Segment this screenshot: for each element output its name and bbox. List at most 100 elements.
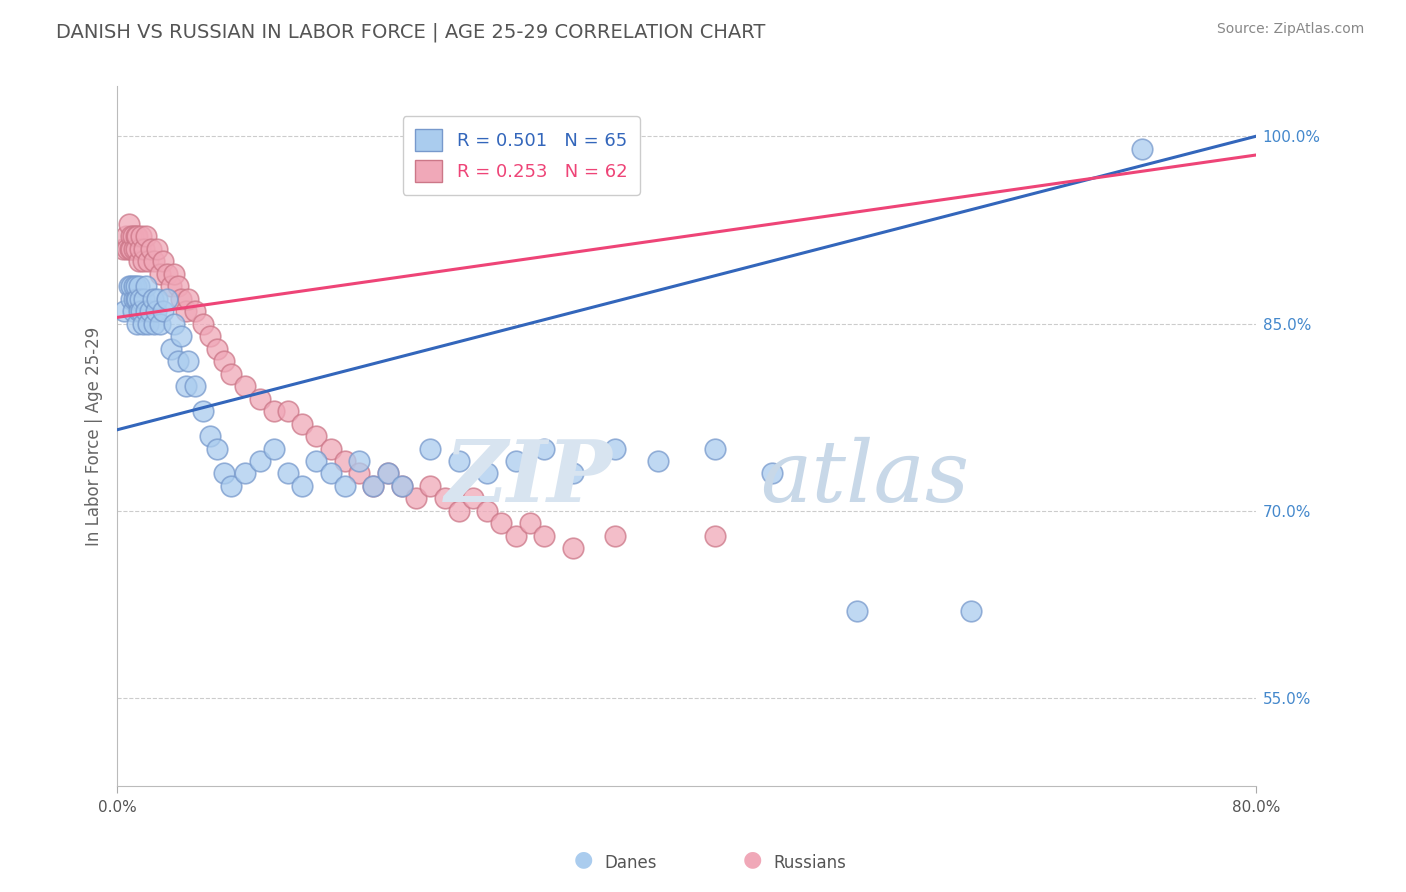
Russians: [419, 479, 441, 493]
Russians: [125, 242, 148, 256]
Russians: [118, 242, 141, 256]
Russians: [114, 229, 136, 244]
Danes: [477, 467, 499, 481]
Danes: [160, 342, 183, 356]
Danes: [138, 317, 160, 331]
Russians: [447, 504, 470, 518]
Russians: [160, 279, 183, 293]
Danes: [647, 454, 669, 468]
Danes: [167, 354, 190, 368]
Danes: [128, 279, 150, 293]
Danes: [219, 479, 242, 493]
Danes: [505, 454, 527, 468]
Danes: [205, 442, 228, 456]
Text: Russians: Russians: [773, 855, 846, 872]
Russians: [405, 491, 427, 506]
Russians: [533, 529, 555, 543]
Danes: [703, 442, 725, 456]
Russians: [277, 404, 299, 418]
Danes: [142, 292, 165, 306]
Danes: [391, 479, 413, 493]
Russians: [305, 429, 328, 443]
Russians: [461, 491, 484, 506]
Danes: [127, 317, 149, 331]
Russians: [333, 454, 356, 468]
Russians: [219, 367, 242, 381]
Danes: [152, 304, 174, 318]
Danes: [846, 604, 869, 618]
Russians: [128, 254, 150, 268]
Danes: [1130, 142, 1153, 156]
Danes: [377, 467, 399, 481]
Danes: [291, 479, 314, 493]
Russians: [477, 504, 499, 518]
Danes: [447, 454, 470, 468]
Russians: [184, 304, 207, 318]
Russians: [132, 254, 155, 268]
Russians: [249, 392, 271, 406]
Russians: [198, 329, 221, 343]
Russians: [146, 242, 169, 256]
Danes: [131, 304, 153, 318]
Russians: [134, 242, 156, 256]
Danes: [249, 454, 271, 468]
Russians: [363, 479, 385, 493]
Text: Source: ZipAtlas.com: Source: ZipAtlas.com: [1216, 22, 1364, 37]
Russians: [127, 229, 149, 244]
Danes: [122, 292, 145, 306]
Y-axis label: In Labor Force | Age 25-29: In Labor Force | Age 25-29: [86, 326, 103, 546]
Danes: [191, 404, 214, 418]
Russians: [319, 442, 342, 456]
Text: ●: ●: [574, 850, 593, 870]
Danes: [117, 279, 139, 293]
Russians: [120, 229, 142, 244]
Danes: [121, 304, 143, 318]
Russians: [205, 342, 228, 356]
Russians: [174, 304, 197, 318]
Russians: [433, 491, 456, 506]
Text: ●: ●: [742, 850, 762, 870]
Russians: [120, 242, 142, 256]
Text: ZIP: ZIP: [444, 436, 613, 520]
Russians: [138, 254, 160, 268]
Russians: [347, 467, 370, 481]
Russians: [117, 217, 139, 231]
Russians: [291, 417, 314, 431]
Text: Danes: Danes: [605, 855, 657, 872]
Russians: [605, 529, 627, 543]
Russians: [125, 229, 148, 244]
Danes: [135, 304, 157, 318]
Danes: [319, 467, 342, 481]
Danes: [233, 467, 256, 481]
Russians: [131, 229, 153, 244]
Danes: [127, 292, 149, 306]
Danes: [132, 317, 155, 331]
Danes: [125, 279, 148, 293]
Danes: [129, 292, 152, 306]
Russians: [135, 229, 157, 244]
Russians: [505, 529, 527, 543]
Russians: [177, 292, 200, 306]
Danes: [263, 442, 285, 456]
Russians: [121, 229, 143, 244]
Danes: [277, 467, 299, 481]
Danes: [149, 317, 172, 331]
Russians: [391, 479, 413, 493]
Russians: [519, 516, 541, 531]
Danes: [198, 429, 221, 443]
Danes: [533, 442, 555, 456]
Danes: [122, 279, 145, 293]
Danes: [333, 479, 356, 493]
Russians: [561, 541, 583, 556]
Danes: [145, 304, 167, 318]
Danes: [174, 379, 197, 393]
Danes: [170, 329, 193, 343]
Russians: [703, 529, 725, 543]
Danes: [146, 292, 169, 306]
Russians: [149, 267, 172, 281]
Danes: [605, 442, 627, 456]
Danes: [212, 467, 235, 481]
Russians: [263, 404, 285, 418]
Russians: [191, 317, 214, 331]
Russians: [156, 267, 179, 281]
